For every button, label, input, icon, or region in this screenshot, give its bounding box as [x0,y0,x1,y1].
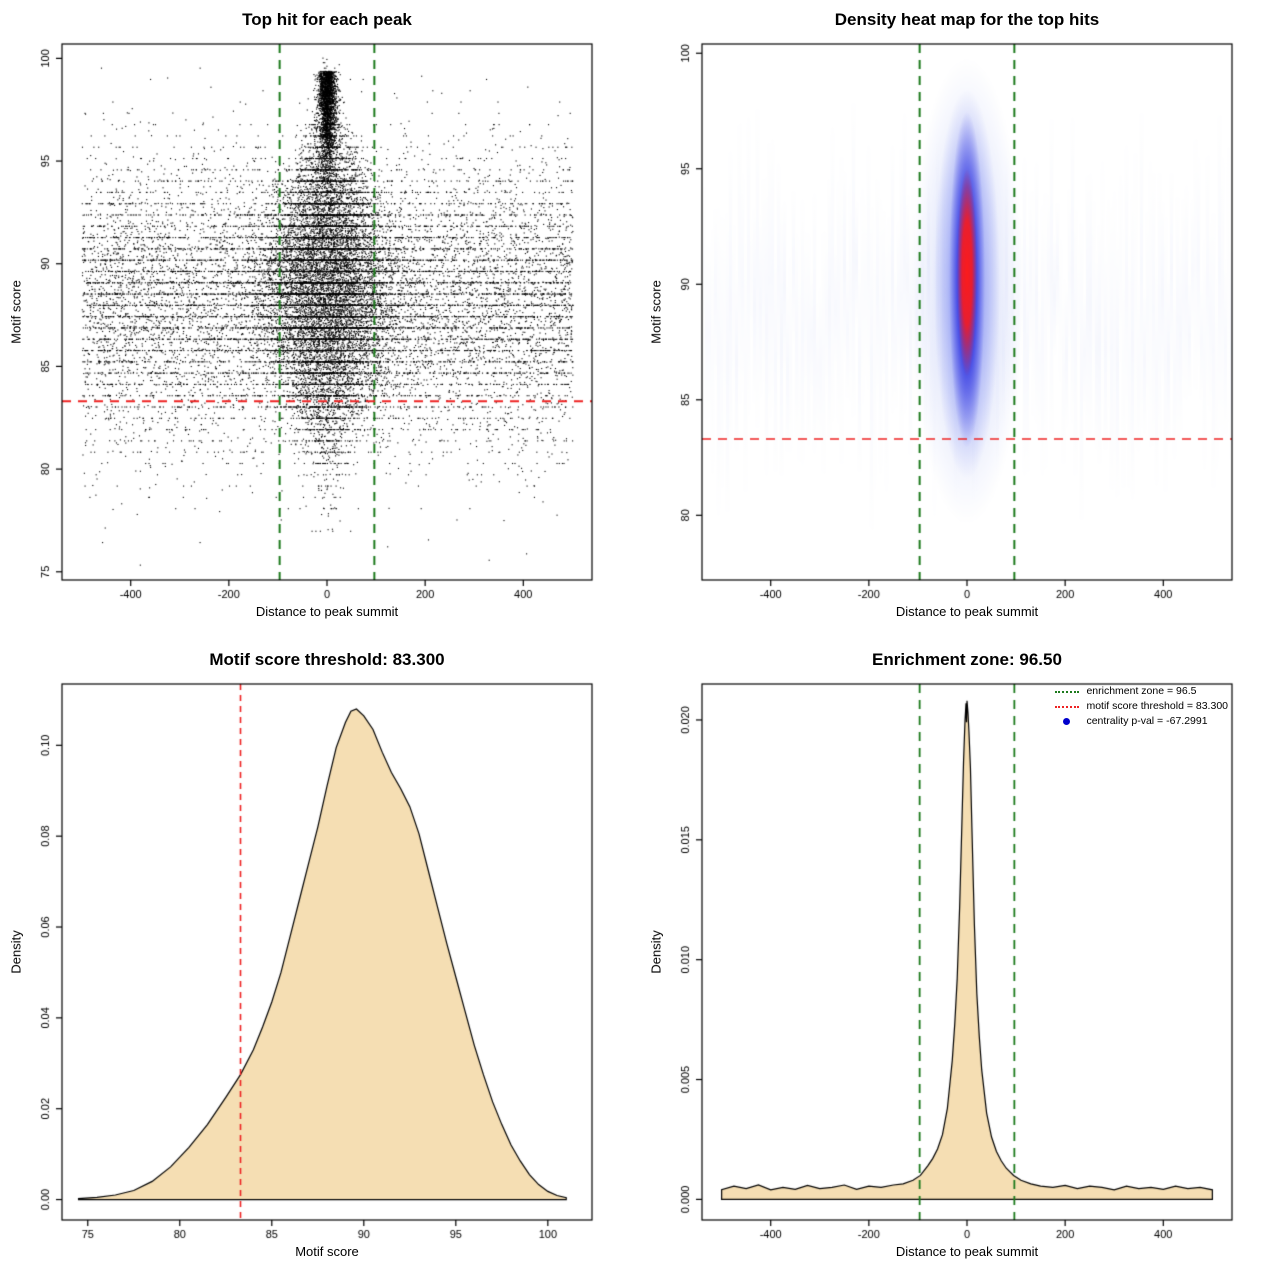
blue-point-swatch [1063,718,1071,725]
y-axis-label: Density [648,930,664,974]
chart-title: Enrichment zone: 96.50 [872,650,1062,669]
x-axis-label: Distance to peak summit [895,604,1039,619]
chart-title: Motif score threshold: 83.300 [209,650,445,669]
green-dotted-line-swatch [1055,690,1080,693]
enrichment-density-canvas [640,640,1280,1280]
legend-row-score-threshold: motif score threshold = 83.300 [1055,699,1228,714]
score-density-canvas [0,640,640,1280]
chart-title: Top hit for each peak [242,10,412,29]
legend-label: motif score threshold = 83.300 [1086,700,1228,712]
legend: enrichment zone = 96.5 motif score thres… [1055,684,1228,729]
score-density-panel: Motif score threshold: 83.300 Motif scor… [0,640,640,1280]
y-axis-label: Motif score [8,280,24,344]
scatter-panel: Top hit for each peak Distance to peak s… [0,0,640,640]
legend-row-centrality-pval: centrality p-val = -67.2991 [1055,714,1228,729]
x-axis-label: Motif score [295,1244,359,1259]
legend-label: enrichment zone = 96.5 [1086,685,1197,697]
legend-label: centrality p-val = -67.2991 [1086,715,1208,727]
red-dotted-line-swatch [1055,705,1080,708]
legend-row-enrichment-zone: enrichment zone = 96.5 [1055,684,1228,699]
x-axis-label: Distance to peak summit [255,604,399,619]
y-axis-label: Motif score [648,280,664,344]
x-axis-label: Distance to peak summit [895,1244,1039,1259]
scatter-canvas [0,0,640,640]
enrichment-density-panel: Enrichment zone: 96.50 Distance to peak … [640,640,1280,1280]
heatmap-canvas [640,0,1280,640]
y-axis-label: Density [8,930,24,974]
heatmap-panel: Density heat map for the top hits Distan… [640,0,1280,640]
chart-title: Density heat map for the top hits [834,10,1100,29]
